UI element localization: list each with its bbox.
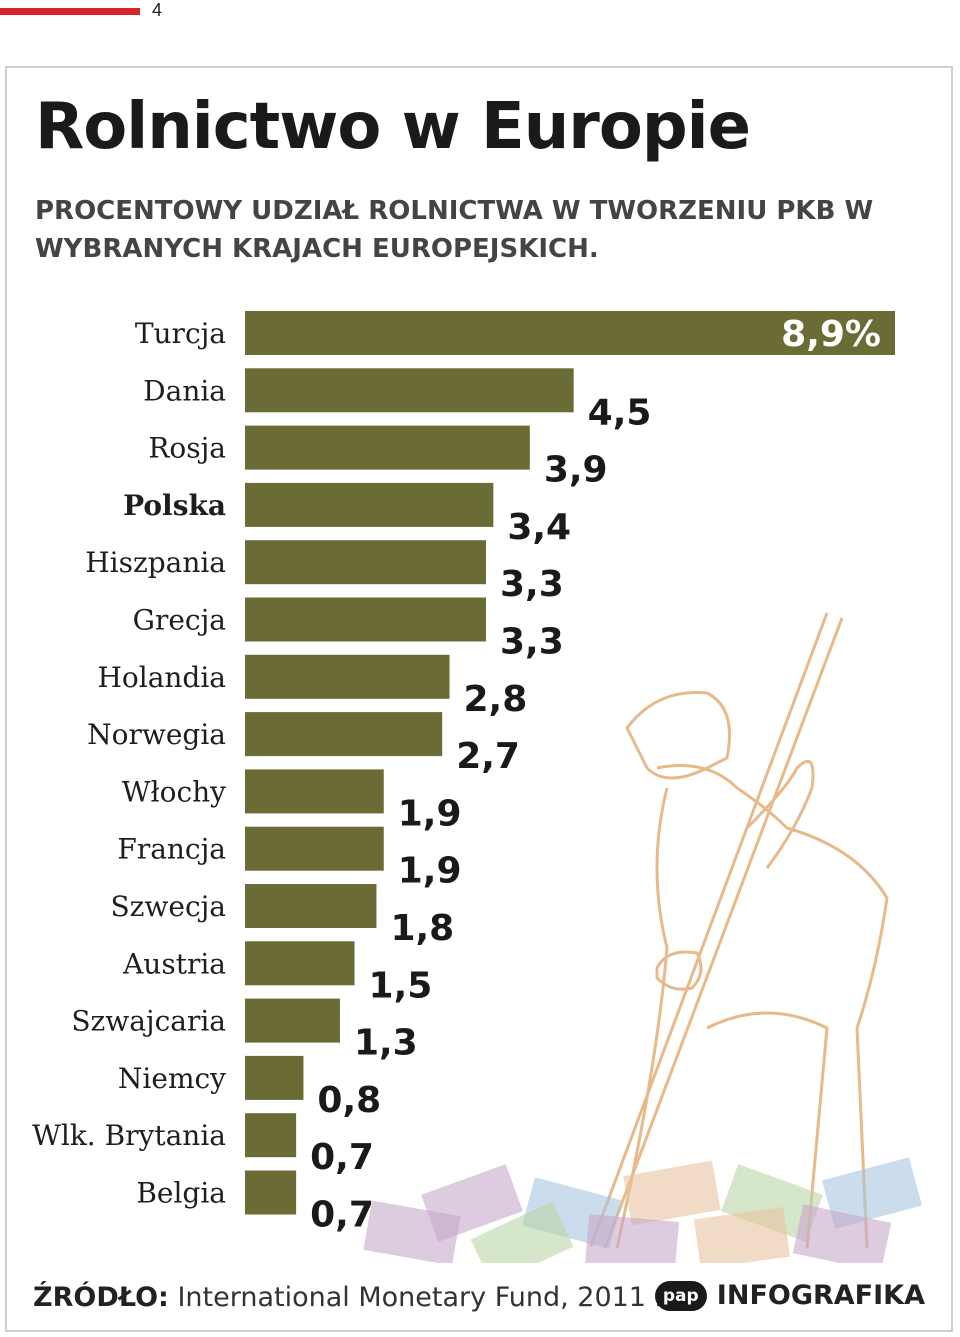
bar (245, 540, 487, 585)
category-label: Niemcy (118, 1062, 226, 1095)
bar (245, 712, 443, 757)
bar (245, 654, 450, 699)
value-label: 3,9 (544, 450, 608, 491)
value-label: 1,9 (398, 793, 462, 834)
bar (245, 769, 384, 814)
category-label: Rosja (148, 432, 226, 465)
page-number: 4 (152, 0, 163, 20)
value-label: 8,9% (781, 314, 881, 355)
bar (245, 1055, 304, 1100)
category-label: Belgia (136, 1177, 226, 1210)
category-label: Grecja (133, 604, 226, 637)
value-label: 0,7 (310, 1195, 374, 1236)
value-label: 1,3 (354, 1023, 418, 1064)
infographic-card: Rolnictwo w Europie PROCENTOWY UDZIAŁ RO… (5, 66, 953, 1332)
value-label: 3,4 (507, 507, 571, 548)
value-label: 0,7 (310, 1137, 374, 1178)
value-label: 2,7 (456, 736, 520, 777)
pap-logo-icon: pap (654, 1280, 707, 1311)
top-red-rule (0, 8, 140, 15)
category-label: Hiszpania (85, 546, 226, 579)
euro-banknotes (363, 1157, 922, 1263)
bar (245, 368, 574, 413)
category-label: Wlk. Brytania (32, 1119, 226, 1152)
value-label: 2,8 (463, 679, 527, 720)
category-label: Norwegia (87, 718, 226, 751)
bar (245, 1170, 297, 1215)
source-text: International Monetary Fund, 2011 r. (177, 1282, 672, 1313)
source-label: ŹRÓDŁO: (33, 1282, 169, 1313)
bar (245, 826, 384, 871)
infografika-label: INFOGRAFIKA (716, 1280, 925, 1311)
value-label: 0,8 (317, 1080, 381, 1121)
bar (245, 597, 487, 642)
bar (245, 941, 355, 986)
bar (245, 884, 377, 928)
category-label: Turcja (135, 317, 226, 350)
category-label: Dania (143, 374, 226, 407)
bar (245, 998, 340, 1043)
pap-branding: pap INFOGRAFIKA (654, 1280, 925, 1311)
bar (245, 1113, 297, 1158)
page-title: Rolnictwo w Europie (35, 90, 751, 164)
source-note: ŹRÓDŁO: International Monetary Fund, 201… (33, 1282, 672, 1313)
category-label: Francja (117, 833, 226, 866)
category-label: Szwajcaria (71, 1005, 226, 1038)
value-label: 1,9 (398, 851, 462, 892)
value-label: 3,3 (500, 564, 564, 605)
bar (245, 311, 895, 355)
category-label: Polska (123, 489, 226, 522)
bar (245, 482, 494, 527)
value-label: 1,5 (369, 965, 433, 1006)
farmer-illustration (589, 612, 889, 1249)
value-label: 4,5 (588, 392, 652, 433)
category-label: Szwecja (110, 890, 226, 923)
bar (245, 425, 530, 470)
value-label: 3,3 (500, 622, 564, 663)
category-label: Holandia (97, 661, 226, 694)
category-label: Austria (122, 947, 226, 980)
chart-subtitle: PROCENTOWY UDZIAŁ ROLNICTWA W TWORZENIU … (35, 196, 874, 264)
value-label: 1,8 (390, 908, 454, 949)
category-label: Włochy (122, 775, 226, 808)
bar-chart: Turcja 8,9% Dania 4,5 Rosja 3,9 Polska 3,4 Hiszp… (32, 311, 922, 1263)
